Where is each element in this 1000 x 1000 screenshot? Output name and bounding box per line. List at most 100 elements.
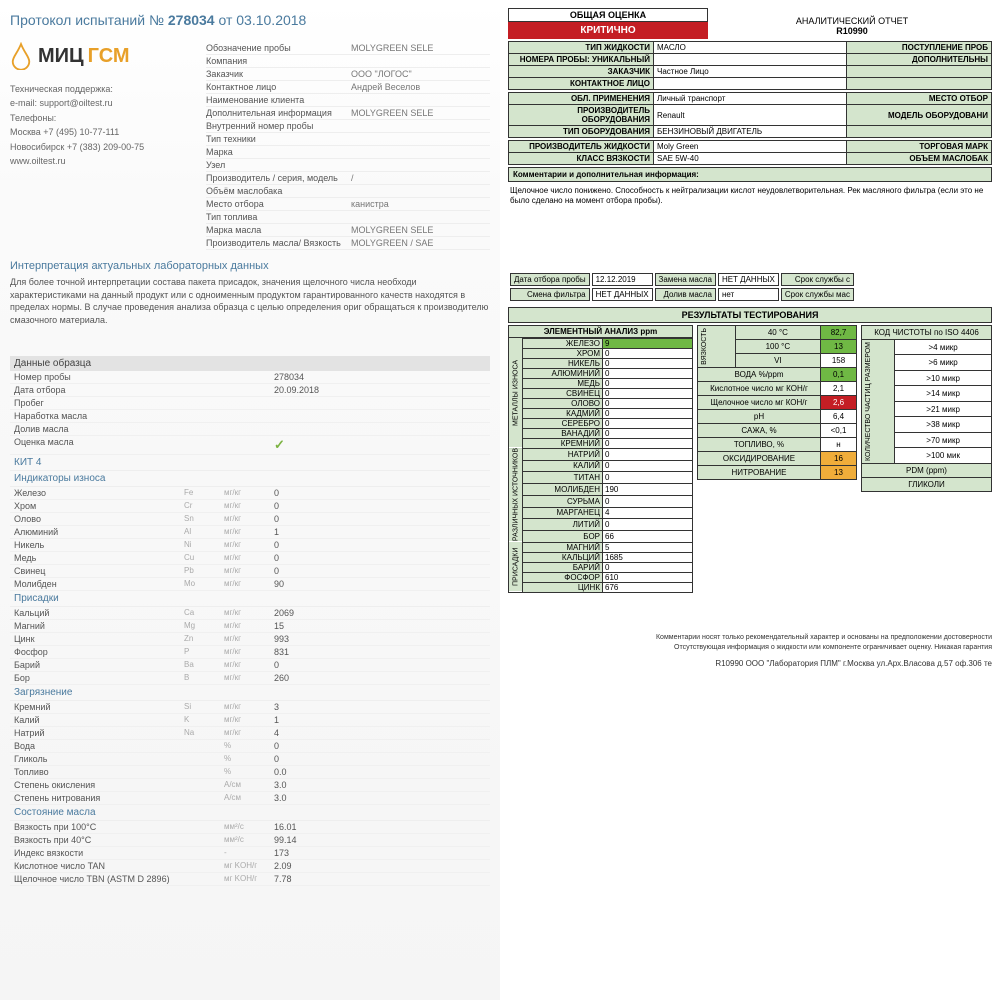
info-value — [351, 147, 490, 157]
glycol-lbl: ГЛИКОЛИ — [862, 477, 992, 491]
info-label: Объём маслобака — [206, 186, 351, 196]
vi-lbl: VI — [735, 353, 820, 367]
dates-table: Дата отбора пробы 12.12.2019 Замена масл… — [508, 271, 992, 303]
info-value — [351, 134, 490, 144]
t40-val: 82,7 — [821, 325, 857, 339]
logo-support-box: МИЦГСМ Техническая поддержка: e-mail: su… — [10, 42, 190, 250]
info-label: Компания — [206, 56, 351, 66]
contam-heading: Загрязнение — [10, 685, 490, 701]
t40-lbl: 40 °C — [735, 325, 820, 339]
info-value — [351, 212, 490, 222]
info-label: Узел — [206, 160, 351, 170]
info-value: Андрей Веселов — [351, 82, 490, 92]
info-label: Дополнительная информация — [206, 108, 351, 118]
kit-heading: КИТ 4 — [10, 455, 490, 471]
assess-heading: ОБЩАЯ ОЦЕНКА — [508, 8, 708, 22]
sample-rows: Номер пробы278034Дата отбора20.09.2018Пр… — [10, 371, 490, 455]
wear-heading: Индикаторы износа — [10, 471, 490, 487]
report-title: АНАЛИТИЧЕСКИЙ ОТЧЕТ — [712, 16, 992, 26]
fuel-val: н — [821, 437, 857, 451]
p10: >10 микр — [895, 370, 992, 386]
state-rows: Вязкость при 100°Cмм²/с16.01Вязкость при… — [10, 821, 490, 886]
add-rows: КальцийCaмг/кг2069МагнийMgмг/кг15ЦинкZnм… — [10, 607, 490, 685]
drop-icon — [10, 42, 32, 70]
protocol-title: Протокол испытаний № 278034 от 03.10.201… — [10, 12, 490, 28]
nit-val: 13 — [821, 465, 857, 479]
p38: >38 микр — [895, 417, 992, 433]
oil-life-lbl: Срок службы мас — [781, 288, 854, 301]
info-value — [351, 186, 490, 196]
elem-column: ЭЛЕМЕНТНЫЙ АНАЛИЗ ppm МЕТАЛЛЫ ИЗНОСАЖЕЛЕ… — [508, 325, 693, 593]
left-report: Протокол испытаний № 278034 от 03.10.201… — [0, 0, 500, 1000]
info-label: Место отбора — [206, 199, 351, 209]
date-sample-val: 12.12.2019 — [592, 273, 653, 286]
info-label: Производитель масла/ Вязкость — [206, 238, 351, 248]
title-post: от 03.10.2018 — [215, 12, 307, 28]
info-value: MOLYGREEN / SAE — [351, 238, 490, 248]
info-value — [351, 121, 490, 131]
water-lbl: ВОДА %/ppm — [698, 367, 821, 381]
info-label: Тип топлива — [206, 212, 351, 222]
critical-badge: КРИТИЧНО — [508, 22, 708, 39]
base-lbl: Щелочное число мг КОН/г — [698, 395, 821, 409]
info-label: Контактное лицо — [206, 82, 351, 92]
support-block: Техническая поддержка: e-mail: support@o… — [10, 82, 190, 168]
filter-change-lbl: Смена фильтра — [510, 288, 590, 301]
info-value: ООО "ЛОГОС" — [351, 69, 490, 79]
fuel-lbl: ТОПЛИВО, % — [698, 437, 821, 451]
p14: >14 микр — [895, 386, 992, 402]
right-column: КОД ЧИСТОТЫ по ISO 4406 КОЛИЧЕСТВО ЧАСТИ… — [861, 325, 992, 593]
ph-lbl: pH — [698, 409, 821, 423]
mid-column: ВЯЗКОСТЬ40 °C82,7 100 °C13 VI158 ВОДА %/… — [697, 325, 857, 593]
info-label: Производитель / серия, модель — [206, 173, 351, 183]
elem-heading: ЭЛЕМЕНТНЫЙ АНАЛИЗ ppm — [508, 325, 693, 338]
comment-heading: Комментарии и дополнительная информация: — [508, 167, 992, 182]
p21: >21 микр — [895, 401, 992, 417]
topup-val: нет — [718, 288, 779, 301]
logo-gsm: ГСМ — [88, 45, 130, 68]
info-label: Марка масла — [206, 225, 351, 235]
info-label: Внутренний номер пробы — [206, 121, 351, 131]
info-value — [351, 95, 490, 105]
nit-lbl: НИТРОВАНИЕ — [698, 465, 821, 479]
info-label: Марка — [206, 147, 351, 157]
interp-heading: Интерпретация актуальных лабораторных да… — [10, 260, 490, 272]
report-number: R10990 — [712, 26, 992, 36]
info-value: MOLYGREEN SELE — [351, 108, 490, 118]
p70: >70 микр — [895, 432, 992, 448]
visc-label: ВЯЗКОСТЬ — [701, 328, 708, 365]
footer-1: Комментарии носят только рекомендательны… — [508, 633, 992, 643]
t100-val: 13 — [821, 339, 857, 353]
assess-box: ОБЩАЯ ОЦЕНКА КРИТИЧНО — [508, 8, 708, 39]
t100-lbl: 100 °C — [735, 339, 820, 353]
results-heading: РЕЗУЛЬТАТЫ ТЕСТИРОВАНИЯ — [508, 307, 992, 323]
topup-lbl: Долив масла — [655, 288, 716, 301]
info-value — [351, 56, 490, 66]
p6: >6 микр — [895, 355, 992, 371]
logo: МИЦГСМ — [10, 42, 190, 70]
info-value — [351, 160, 490, 170]
p100: >100 мик — [895, 448, 992, 464]
info-value: MOLYGREEN SELE — [351, 225, 490, 235]
green-table-3: ПРОИЗВОДИТЕЛЬ ЖИДКОСТИMoly GreenТОРГОВАЯ… — [508, 140, 992, 165]
base-val: 2,6 — [821, 395, 857, 409]
p4: >4 микр — [895, 339, 992, 355]
info-label: Обозначение пробы — [206, 43, 351, 53]
support-l6: www.oiltest.ru — [10, 154, 190, 168]
green-table-2: ОБЛ. ПРИМЕНЕНИЯЛичный транспортМЕСТО ОТБ… — [508, 92, 992, 138]
support-l4: Москва +7 (495) 10-77-111 — [10, 125, 190, 139]
acid-val: 2,1 — [821, 381, 857, 395]
oil-change-val: НЕТ ДАННЫХ — [718, 273, 779, 286]
right-report: ОБЩАЯ ОЦЕНКА КРИТИЧНО АНАЛИТИЧЕСКИЙ ОТЧЕ… — [500, 0, 1000, 1000]
ox-lbl: ОКСИДИРОВАНИЕ — [698, 451, 821, 465]
title-pre: Протокол испытаний № — [10, 12, 168, 28]
water-val: 0,1 — [821, 367, 857, 381]
report-id: АНАЛИТИЧЕСКИЙ ОТЧЕТ R10990 — [712, 8, 992, 39]
info-value: / — [351, 173, 490, 183]
info-label: Заказчик — [206, 69, 351, 79]
cleanliness-table: КОД ЧИСТОТЫ по ISO 4406 КОЛИЧЕСТВО ЧАСТИ… — [861, 325, 992, 492]
ox-val: 16 — [821, 451, 857, 465]
comment-text: Щелочное число понижено. Способность к н… — [508, 182, 992, 211]
state-heading: Состояние масла — [10, 805, 490, 821]
service-life-lbl: Срок службы с — [781, 273, 854, 286]
